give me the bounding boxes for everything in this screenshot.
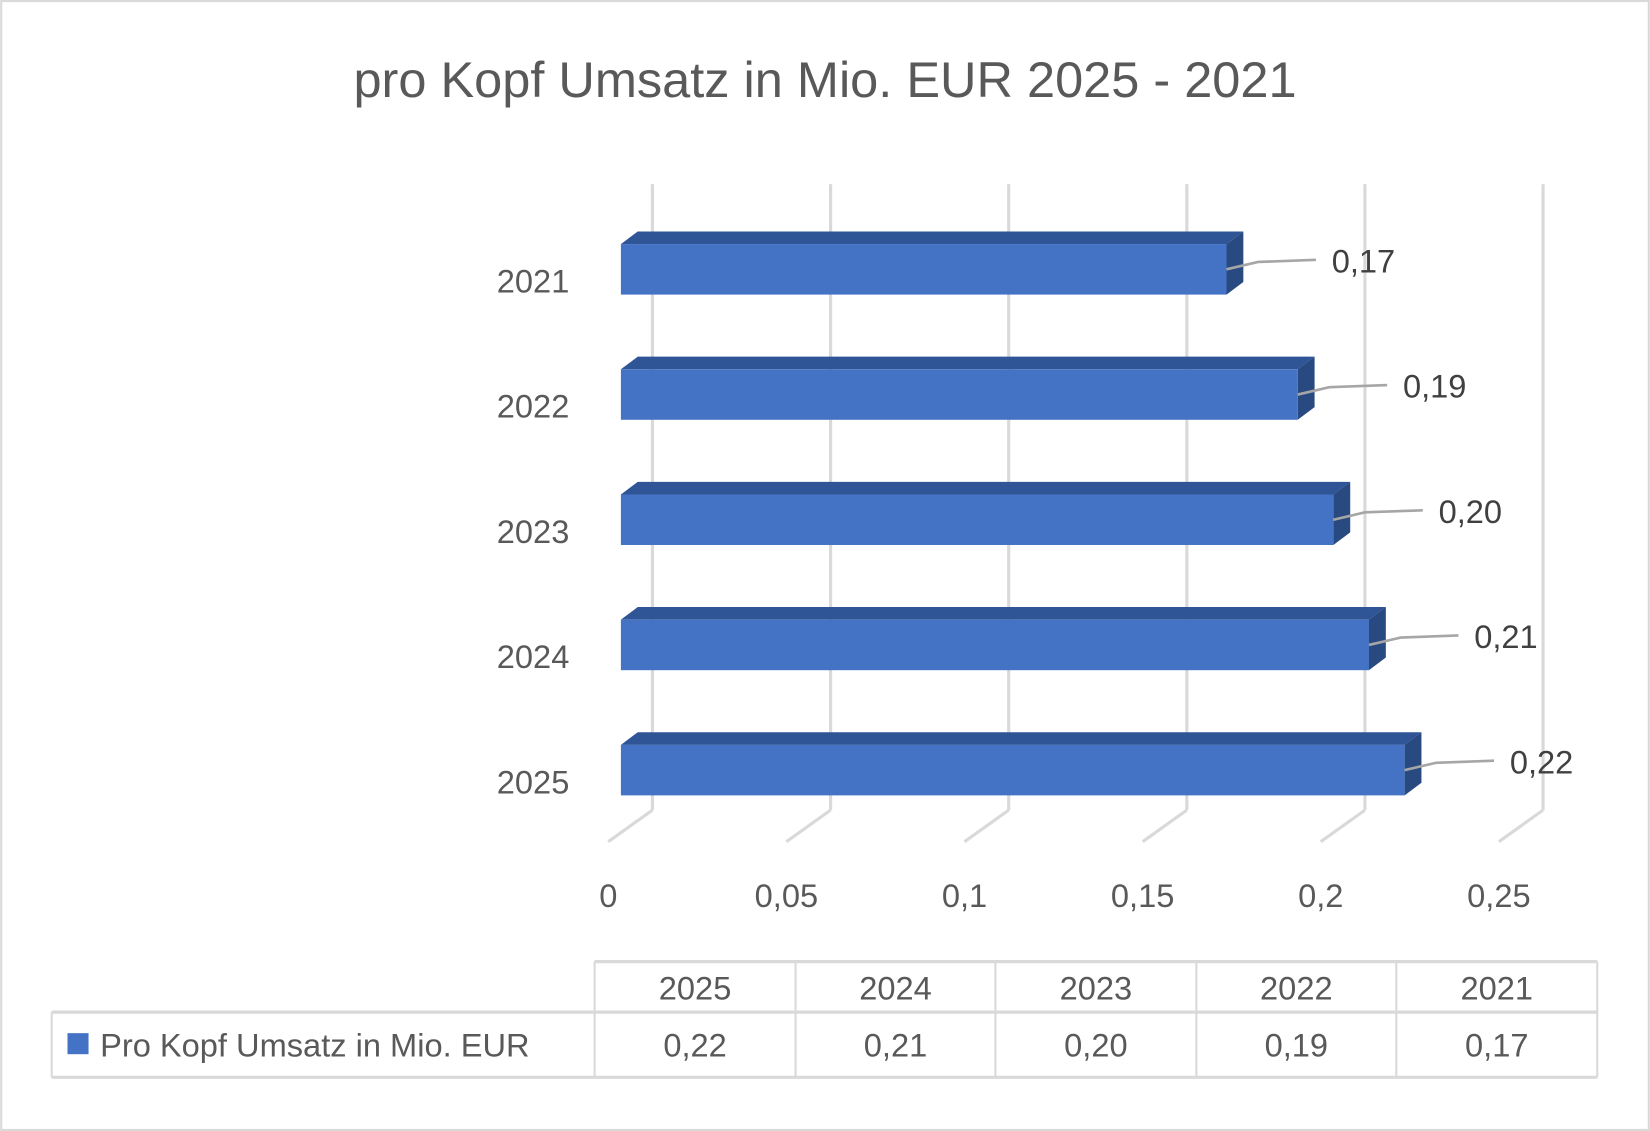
bar-top [620, 607, 1386, 620]
table-header-cell: 2024 [859, 969, 932, 1006]
gridline-floor [1141, 808, 1188, 843]
bar-top [620, 732, 1422, 745]
table-value-cell: 0,22 [663, 1026, 726, 1063]
x-tick-label: 0,2 [1298, 877, 1343, 914]
data-label: 0,21 [1474, 618, 1537, 655]
bar-top [620, 356, 1315, 370]
y-category-label: 2022 [497, 388, 570, 425]
y-category-label: 2023 [497, 513, 570, 550]
x-tick-label: 0,15 [1111, 877, 1174, 914]
y-category-label: 2021 [497, 262, 570, 299]
bar-side [1368, 607, 1386, 671]
data-label-leader [1226, 258, 1316, 271]
y-category-label: 2024 [497, 638, 570, 675]
table-value-cell: 0,21 [864, 1026, 927, 1063]
bar [620, 494, 1334, 545]
bar-side [1226, 231, 1244, 295]
table-header-cell: 2023 [1060, 969, 1133, 1006]
bar [620, 369, 1298, 420]
table-value-cell: 0,19 [1265, 1026, 1328, 1063]
bar-side [1333, 481, 1351, 545]
gridline-floor [963, 808, 1010, 843]
x-tick-label: 0,1 [942, 877, 987, 914]
bar [620, 244, 1227, 295]
data-label-leader [1333, 508, 1423, 522]
data-label: 0,19 [1403, 368, 1466, 405]
data-label-leader [1297, 383, 1388, 396]
bar-side [1297, 356, 1315, 420]
x-tick-label: 0,05 [755, 877, 818, 914]
gridline-floor [785, 808, 832, 843]
x-tick-label: 0 [599, 877, 617, 914]
bar-top [620, 231, 1244, 245]
bar-top [620, 481, 1351, 495]
data-label: 0,20 [1439, 493, 1502, 530]
table-header-cell: 2021 [1460, 969, 1533, 1006]
chart-title: pro Kopf Umsatz in Mio. EUR 2025 - 2021 [353, 51, 1296, 108]
gridline-floor [607, 808, 654, 843]
data-label: 0,17 [1332, 242, 1395, 279]
table-value-cell: 0,20 [1064, 1026, 1127, 1063]
bar-side [1404, 732, 1422, 796]
legend-key [67, 1033, 89, 1055]
gridline-floor [1497, 808, 1544, 843]
table-header-cell: 2022 [1260, 969, 1333, 1006]
legend-label: Pro Kopf Umsatz in Mio. EUR [100, 1026, 529, 1063]
data-label-leader [1368, 634, 1459, 647]
y-category-label: 2025 [497, 763, 570, 800]
bar [620, 619, 1369, 671]
data-label-leader [1404, 759, 1495, 772]
table-value-cell: 0,17 [1465, 1026, 1528, 1063]
bar [620, 744, 1405, 796]
data-label: 0,22 [1510, 743, 1573, 780]
table-header-cell: 2025 [659, 969, 732, 1006]
x-tick-label: 0,25 [1467, 877, 1530, 914]
gridline-floor [1319, 808, 1366, 843]
